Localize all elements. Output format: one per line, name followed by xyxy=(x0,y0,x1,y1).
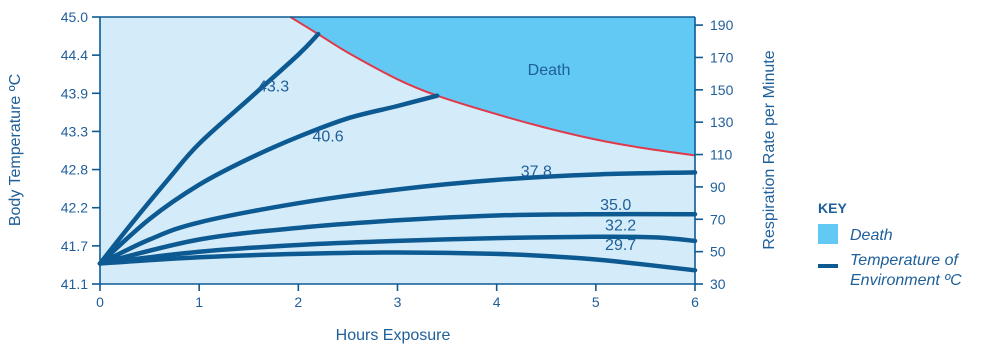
series-label-4: 32.2 xyxy=(605,218,636,235)
series-line-2 xyxy=(97,170,698,266)
right-tick-label: 90 xyxy=(710,179,726,195)
x-tick-label: 5 xyxy=(592,294,600,310)
left-tick-label: 43.3 xyxy=(61,123,88,139)
right-tick-label: 30 xyxy=(710,276,726,292)
series-line-4 xyxy=(97,234,698,266)
series-label-2: 37.8 xyxy=(521,164,552,181)
death-region-label: Death xyxy=(528,62,571,79)
left-tick-label: 45.0 xyxy=(61,9,88,25)
key-death-label: Death xyxy=(850,227,893,244)
death-boundary-line xyxy=(289,16,696,157)
left-tick-label: 41.1 xyxy=(61,276,88,292)
right-tick-label: 130 xyxy=(710,114,734,130)
x-tick-label: 1 xyxy=(195,294,203,310)
right-tick-label: 70 xyxy=(710,211,726,227)
series-label-0: 43.3 xyxy=(258,79,289,96)
series-label-3: 35.0 xyxy=(600,197,631,214)
series-line-5 xyxy=(97,250,698,273)
x-tick-label: 4 xyxy=(493,294,501,310)
left-tick-label: 44.4 xyxy=(61,47,88,63)
series-label-1: 40.6 xyxy=(313,129,344,146)
x-tick-label: 0 xyxy=(96,294,104,310)
x-tick-label: 2 xyxy=(294,294,302,310)
labels: 43.3 40.6 37.8 35.0 32.2 29.7 xyxy=(258,79,636,254)
key-death-swatch xyxy=(818,224,838,244)
left-tick-label: 43.9 xyxy=(61,85,88,101)
series-label-5: 29.7 xyxy=(605,237,636,254)
key-line-label-1: Temperature of xyxy=(850,252,959,269)
x-axis-title: Hours Exposure xyxy=(336,327,451,344)
left-tick-label: 42.2 xyxy=(61,200,88,216)
series-line-1 xyxy=(97,93,440,266)
left-tick-label: 41.7 xyxy=(61,238,88,254)
series-line-3 xyxy=(97,211,698,266)
key-line-label-2: Environment ºC xyxy=(850,272,962,289)
right-tick-label: 50 xyxy=(710,244,726,260)
right-tick-label: 150 xyxy=(710,82,734,98)
left-tick-label: 42.8 xyxy=(61,162,88,178)
axes: 45.044.443.943.342.842.241.741.119017015… xyxy=(61,9,734,310)
x-tick-label: 3 xyxy=(394,294,402,310)
left-axis-title: Body Temperature ºC xyxy=(7,74,24,226)
key-title: KEY xyxy=(818,200,847,216)
death-region xyxy=(290,17,695,156)
right-tick-label: 110 xyxy=(710,147,733,163)
right-tick-label: 190 xyxy=(710,17,734,33)
key: KEY Death Temperature of Environment ºC xyxy=(818,200,962,289)
right-tick-label: 170 xyxy=(710,49,734,65)
x-tick-label: 6 xyxy=(691,294,699,310)
series-lines xyxy=(97,31,698,273)
right-axis-title: Respiration Rate per Minute xyxy=(761,50,778,249)
series-line-0 xyxy=(97,31,321,266)
